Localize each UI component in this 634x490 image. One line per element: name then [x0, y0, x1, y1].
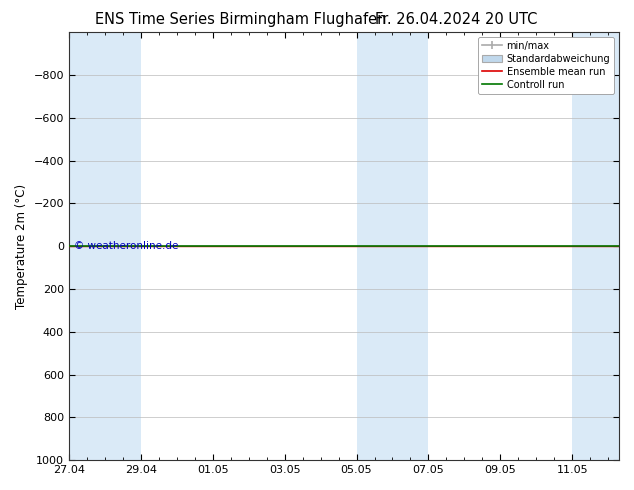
Text: Fr. 26.04.2024 20 UTC: Fr. 26.04.2024 20 UTC	[375, 12, 538, 27]
Text: © weatheronline.de: © weatheronline.de	[74, 241, 179, 251]
Text: ENS Time Series Birmingham Flughafen: ENS Time Series Birmingham Flughafen	[95, 12, 387, 27]
Bar	[69, 32, 141, 460]
Legend: min/max, Standardabweichung, Ensemble mean run, Controll run: min/max, Standardabweichung, Ensemble me…	[479, 37, 614, 94]
Bar	[356, 32, 429, 460]
Bar	[573, 32, 619, 460]
Y-axis label: Temperature 2m (°C): Temperature 2m (°C)	[15, 184, 28, 309]
